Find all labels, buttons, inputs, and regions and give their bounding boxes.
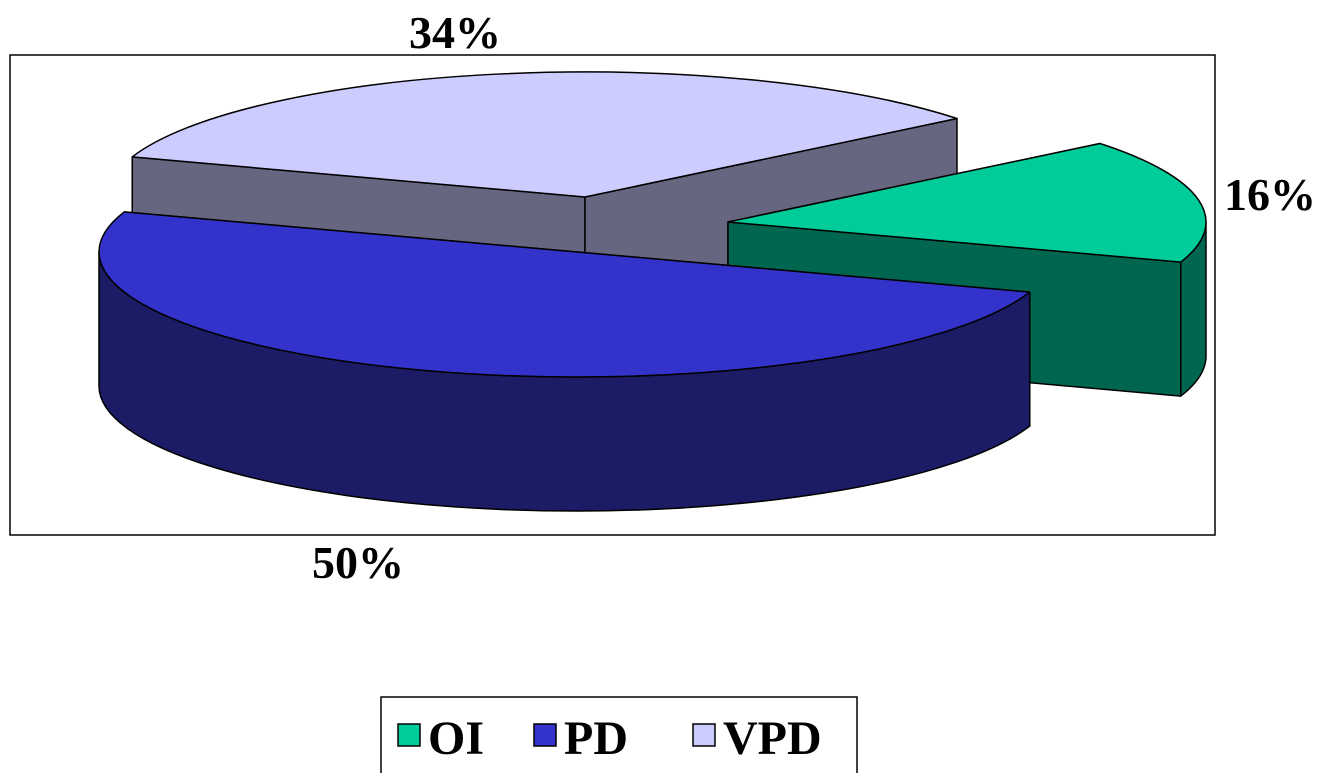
legend-label: VPD — [723, 712, 822, 765]
slice-top — [131, 71, 958, 198]
legend-swatch — [533, 723, 557, 747]
slice-top — [727, 142, 1207, 263]
legend-swatch — [692, 723, 716, 747]
legend-label: OI — [428, 712, 484, 765]
slice-top — [98, 211, 1031, 378]
data-label: 16% — [1224, 169, 1316, 220]
pie — [98, 71, 1207, 512]
data-labels: 16% 50% 34% — [312, 7, 1316, 588]
legend: OI PD VPD — [397, 712, 822, 765]
data-label: 50% — [312, 537, 404, 588]
data-label: 34% — [409, 7, 501, 58]
legend-label: PD — [564, 712, 628, 765]
legend-swatch — [397, 723, 421, 747]
legend-box — [380, 696, 858, 773]
